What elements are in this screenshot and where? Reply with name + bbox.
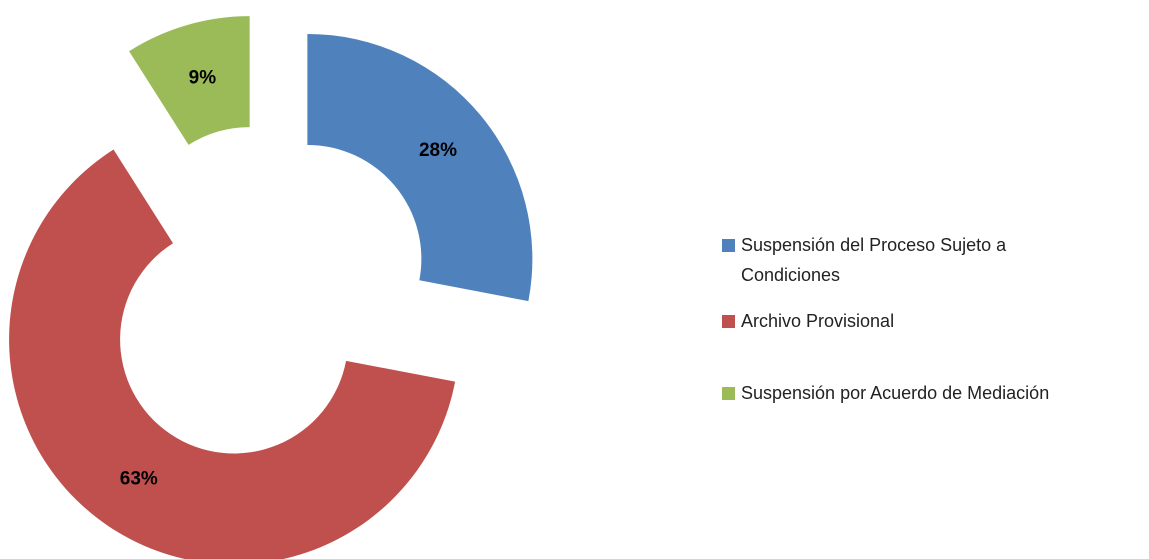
data-label: 28%	[419, 140, 457, 161]
legend-item: Suspensión por Acuerdo de Mediación	[722, 378, 1101, 408]
legend-label: Suspensión por Acuerdo de Mediación	[741, 383, 1050, 403]
donut-plot: 28% 63% 9%	[9, 16, 533, 559]
legend-label: Archivo Provisional	[741, 311, 895, 331]
data-label: 9%	[189, 67, 217, 88]
legend-swatch	[722, 387, 735, 400]
legend-item: Archivo Provisional	[722, 306, 1101, 336]
donut-slice	[129, 16, 250, 145]
data-label: 63%	[120, 469, 158, 490]
legend-item: Suspensión del Proceso Sujeto a Condicio…	[722, 230, 1101, 290]
legend-swatch	[722, 239, 735, 252]
legend-label: Suspensión del Proceso Sujeto a Condicio…	[741, 235, 1007, 285]
donut-slice	[307, 33, 533, 302]
donut-slice	[9, 149, 456, 559]
legend-swatch	[722, 315, 735, 328]
